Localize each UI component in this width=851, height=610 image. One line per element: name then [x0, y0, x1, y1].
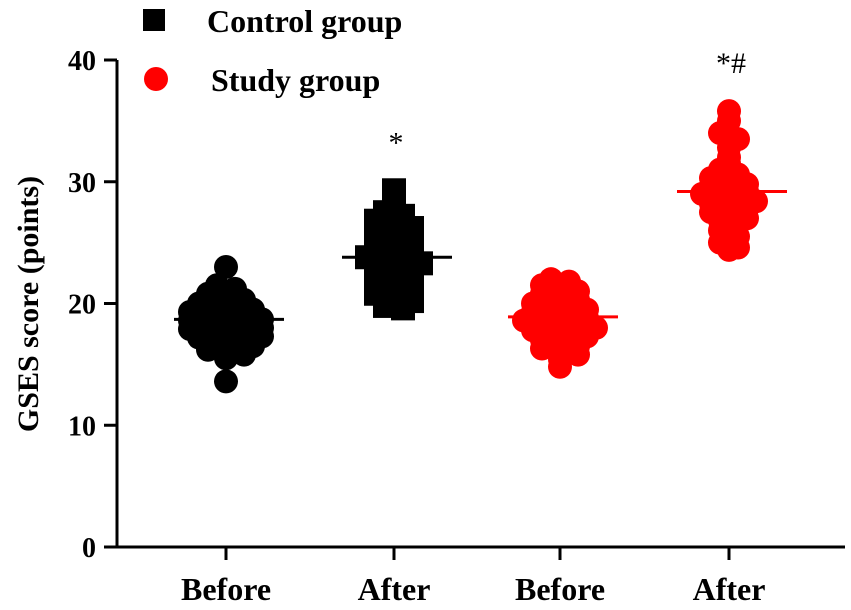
y-axis: 0 10 20 30 40: [68, 46, 119, 564]
data-point: [214, 346, 238, 371]
group-1: *: [342, 126, 452, 321]
data-point: [232, 342, 256, 367]
x-tick-label: Before: [181, 571, 271, 607]
y-tick-label: 0: [82, 533, 96, 564]
legend: Control group Study group: [143, 3, 402, 98]
legend-label-study: Study group: [211, 62, 380, 98]
y-tick-label: 10: [68, 411, 96, 442]
significance-annotation: *: [389, 126, 404, 159]
legend-marker-control: [143, 9, 165, 31]
group-0: [174, 254, 284, 394]
y-axis-label: GSES score (points): [12, 176, 45, 432]
legend-label-control: Control group: [207, 3, 402, 39]
x-ticks: Before After Before After: [181, 547, 765, 607]
data-point: [391, 296, 415, 321]
group-2: [508, 267, 618, 379]
x-tick-label: After: [358, 571, 431, 607]
group-3: *#: [677, 47, 787, 262]
data-point: [214, 254, 238, 279]
x-tick-label: Before: [515, 571, 605, 607]
data-point: [548, 354, 572, 379]
x-axis: Before After Before After: [115, 545, 845, 607]
data-point: [214, 369, 238, 394]
y-tick-label: 30: [68, 168, 96, 199]
data-point: [196, 337, 220, 362]
data-point: [566, 342, 590, 367]
y-tick-label: 40: [68, 46, 96, 77]
significance-annotation: *#: [716, 47, 746, 80]
data-point: [717, 237, 741, 262]
x-tick-label: After: [693, 571, 766, 607]
y-tick-label: 20: [68, 290, 96, 321]
data-point: [530, 336, 554, 361]
y-ticks: 0 10 20 30 40: [68, 46, 117, 564]
data-groups: * *#: [174, 47, 787, 394]
legend-marker-study: [144, 67, 168, 91]
